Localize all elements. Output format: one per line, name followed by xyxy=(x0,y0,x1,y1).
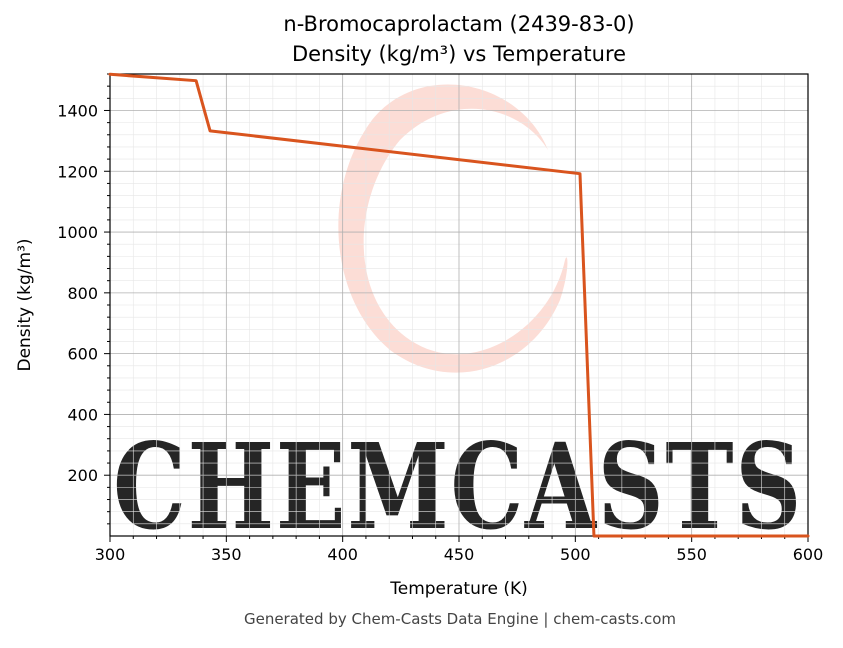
x-tick-label: 300 xyxy=(95,545,126,564)
y-axis-ticks: 200 400 600 800 1000 1200 1400 xyxy=(57,74,110,524)
x-tick-label: 350 xyxy=(211,545,242,564)
x-tick-label: 500 xyxy=(560,545,591,564)
y-axis-label: Density (kg/m³) xyxy=(15,238,35,371)
watermark-logo: CHEMCASTS xyxy=(113,84,803,556)
y-tick-label: 400 xyxy=(67,405,98,424)
x-tick-label: 600 xyxy=(793,545,824,564)
y-tick-label: 600 xyxy=(67,345,98,364)
chart-subtitle: Density (kg/m³) vs Temperature xyxy=(292,42,626,66)
y-tick-label: 1400 xyxy=(57,101,98,120)
y-tick-label: 1000 xyxy=(57,223,98,242)
x-tick-label: 450 xyxy=(444,545,475,564)
x-axis-label: Temperature (K) xyxy=(389,579,528,599)
y-tick-label: 800 xyxy=(67,284,98,303)
y-tick-label: 1200 xyxy=(57,162,98,181)
chart-title: n-Bromocaprolactam (2439-83-0) xyxy=(283,12,634,36)
x-tick-label: 550 xyxy=(676,545,707,564)
x-tick-label: 400 xyxy=(327,545,358,564)
y-tick-label: 200 xyxy=(67,466,98,485)
footer-credit: Generated by Chem-Casts Data Engine | ch… xyxy=(244,610,676,628)
